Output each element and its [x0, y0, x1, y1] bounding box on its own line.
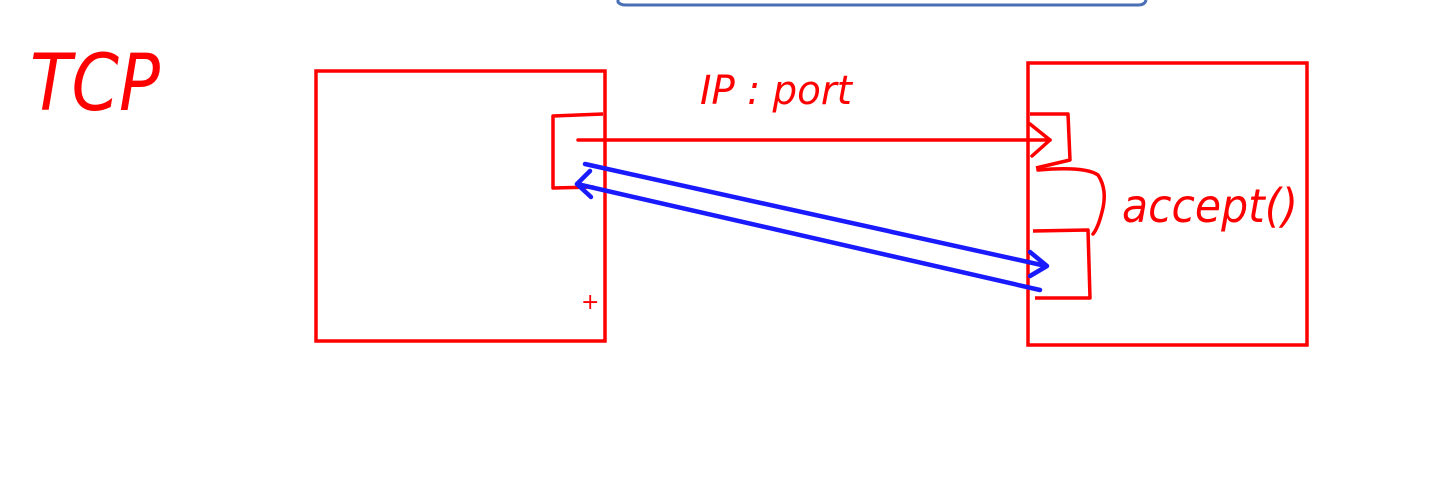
data-arrow-to-client: [574, 181, 1043, 293]
accept-label: accept(): [1122, 179, 1298, 233]
server-box: [1026, 61, 1309, 347]
connected-socket: [1032, 228, 1092, 300]
client-box: [314, 69, 607, 343]
cursor-mark: +: [581, 290, 599, 315]
client-socket: [551, 112, 604, 190]
connect-arrowhead: [1028, 122, 1052, 158]
data-arrowhead-to-client: [574, 168, 594, 200]
tcp-title: TCP: [30, 39, 160, 129]
listening-socket: [1030, 112, 1072, 170]
data-arrow-to-server: [582, 161, 1049, 269]
data-arrowhead-to-server: [1027, 249, 1050, 279]
toolbar-edge[interactable]: [616, 0, 1148, 7]
accept-bracket: [1036, 167, 1106, 236]
ip-port-label: IP : port: [700, 68, 853, 114]
